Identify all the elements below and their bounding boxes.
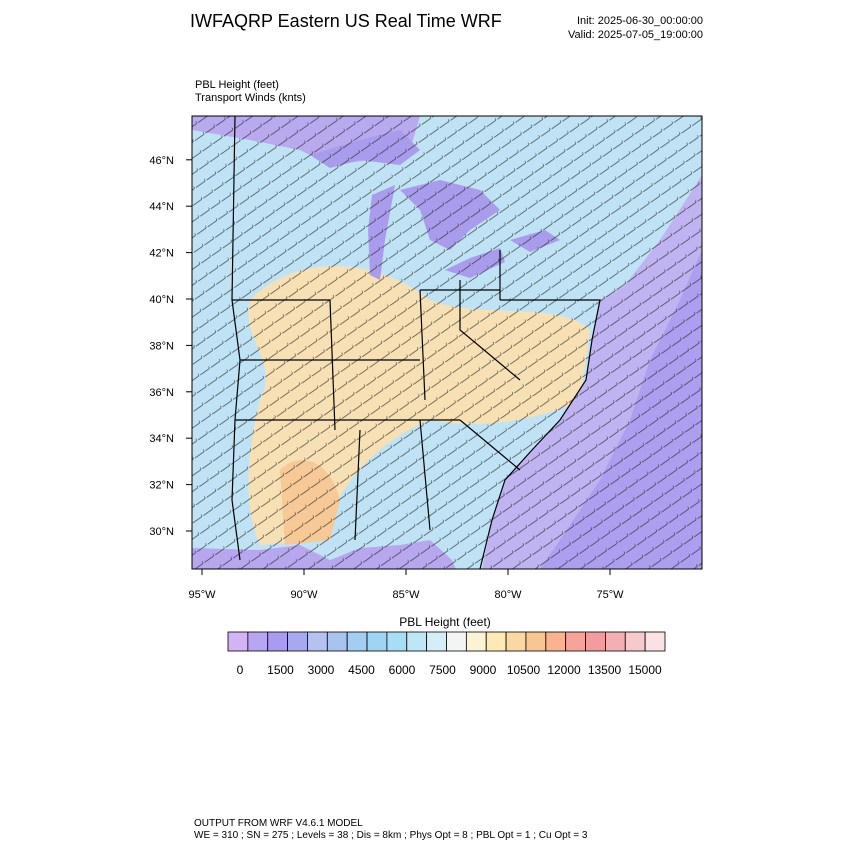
colorbar-box (287, 631, 308, 652)
lon-tick-label: 95°W (188, 589, 216, 601)
colorbar-box (386, 631, 408, 652)
init-time: Init: 2025-06-30_00:00:00 (577, 15, 703, 27)
lat-tick-label: 38°N (149, 340, 174, 352)
colorbar-tick-label: 15000 (628, 663, 662, 677)
colorbar-tick-label: 13500 (588, 663, 622, 677)
colorbar-tick-label: 4500 (348, 663, 375, 677)
lat-tick-label: 46°N (149, 155, 174, 167)
valid-time: Valid: 2025-07-05_19:00:00 (568, 29, 703, 41)
lat-tick-label: 36°N (149, 387, 174, 399)
colorbar-box (465, 631, 487, 652)
colorbar-box (227, 631, 249, 652)
colorbar-tick-label: 3000 (308, 663, 335, 677)
colorbar-tick-label: 0 (237, 663, 244, 677)
colorbar-box (247, 631, 269, 652)
lat-tick-label: 32°N (149, 480, 174, 492)
colorbar-tick-label: 6000 (389, 663, 416, 677)
colorbar-title: PBL Height (feet) (399, 615, 491, 629)
colorbar-tick-label: 9000 (470, 663, 497, 677)
colorbar-box (446, 631, 467, 652)
lon-tick-label: 90°W (290, 589, 318, 601)
colorbar-box (426, 631, 447, 652)
colorbar-box (267, 631, 288, 652)
colorbar-box (585, 631, 606, 652)
colorbar-box (307, 631, 328, 652)
lat-tick-label: 34°N (149, 433, 174, 445)
colorbar-box (545, 631, 567, 652)
colorbar-tick-label: 7500 (429, 663, 456, 677)
colorbar-box (346, 631, 368, 652)
colorbar-box (505, 631, 527, 652)
colorbar-tick-label: 1500 (267, 663, 294, 677)
colorbar-box (644, 631, 666, 652)
lat-tick-label: 30°N (149, 526, 174, 538)
field-label: Transport Winds (knts) (195, 92, 306, 104)
title: IWFAQRP Eastern US Real Time WRF (190, 11, 502, 31)
lon-tick-label: 75°W (596, 589, 624, 601)
colorbar-tick-label: 10500 (507, 663, 541, 677)
colorbar-box (485, 631, 507, 652)
colorbar-box (565, 631, 586, 652)
colorbar-box (406, 631, 428, 652)
footer-line: OUTPUT FROM WRF V4.6.1 MODEL (194, 818, 363, 829)
colorbar-box (624, 631, 646, 652)
colorbar-box (366, 631, 388, 652)
lat-tick-label: 44°N (149, 201, 174, 213)
lon-tick-label: 80°W (494, 589, 522, 601)
colorbar-box (326, 631, 348, 652)
colorbar-box (525, 631, 547, 652)
footer-line: WE = 310 ; SN = 275 ; Levels = 38 ; Dis … (194, 830, 588, 841)
map (192, 116, 702, 569)
lat-tick-label: 40°N (149, 294, 174, 306)
lat-tick-label: 42°N (149, 248, 174, 260)
lon-tick-label: 85°W (392, 589, 420, 601)
colorbar-box (605, 631, 626, 652)
colorbar-tick-label: 12000 (547, 663, 581, 677)
map-frame (191, 115, 703, 570)
field-label: PBL Height (feet) (195, 79, 279, 91)
